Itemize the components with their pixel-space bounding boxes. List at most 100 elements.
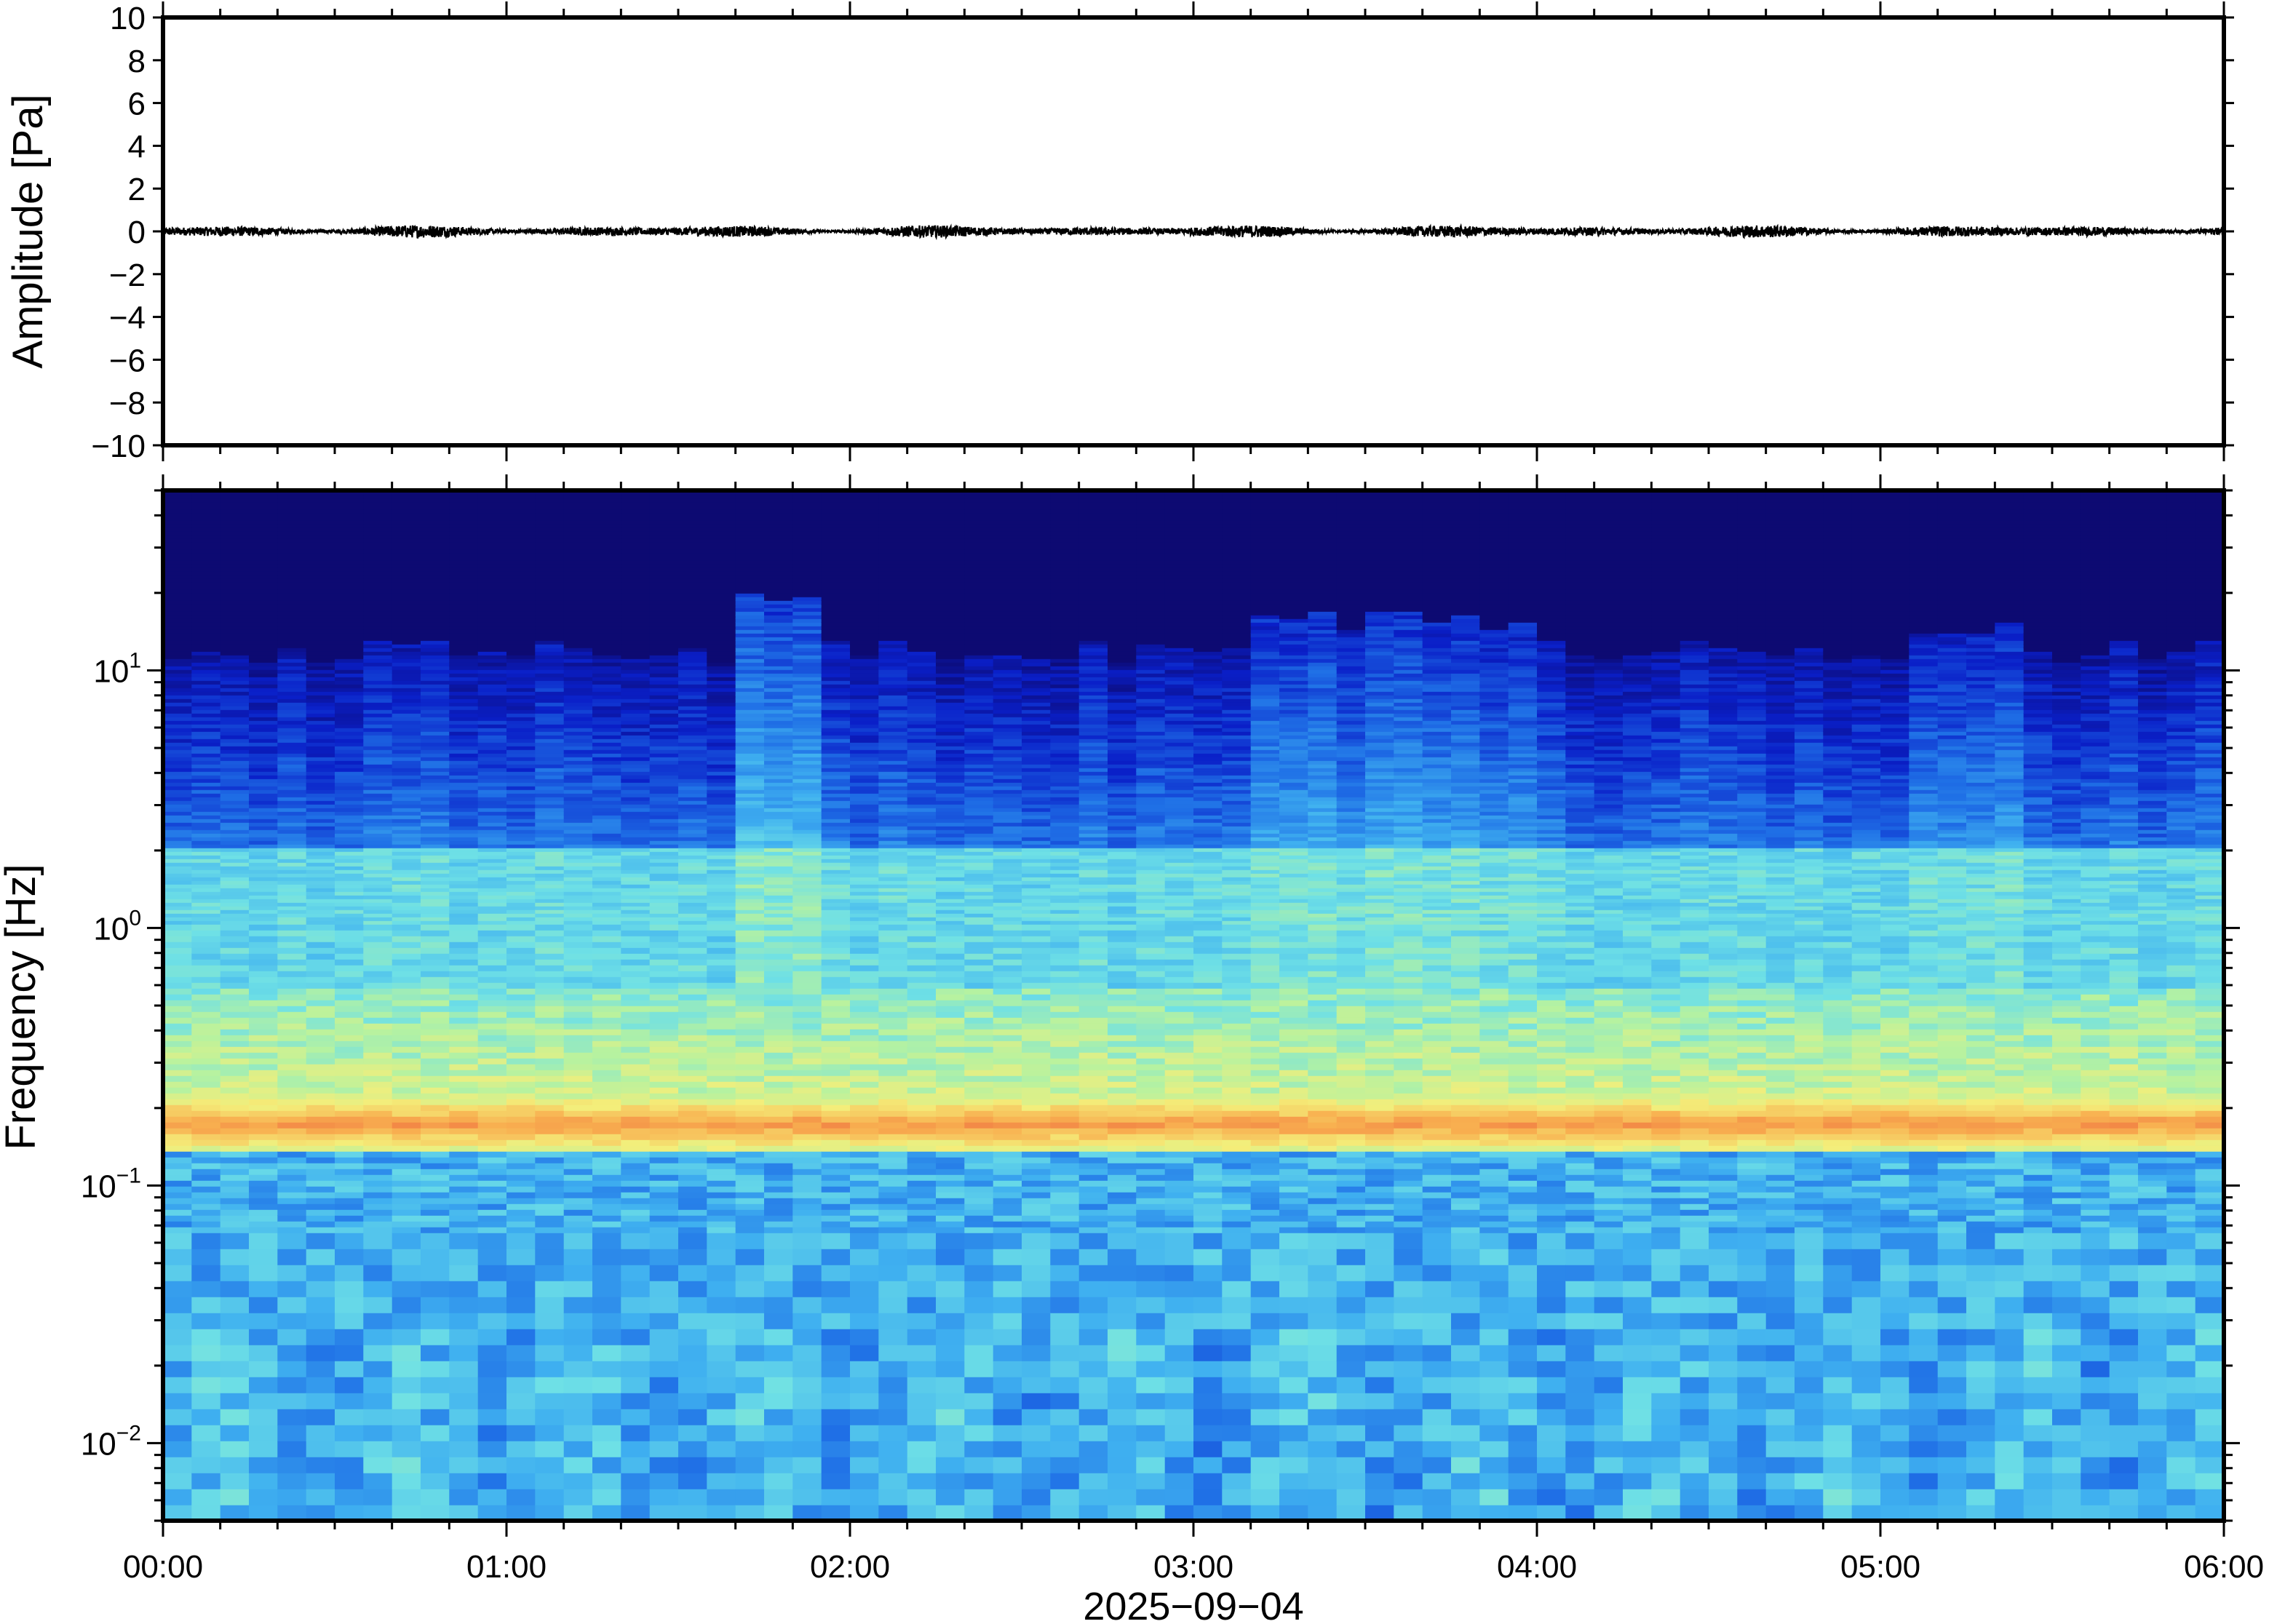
spectrogram-cell <box>707 1104 736 1111</box>
spectrogram-cell <box>506 1075 536 1082</box>
spectrogram-cell <box>191 520 221 525</box>
spectrogram-cell <box>392 800 421 805</box>
spectrogram-cell <box>707 771 736 776</box>
spectrogram-cell <box>678 1046 708 1053</box>
spectrogram-cell <box>249 680 279 685</box>
spectrogram-cell <box>277 1116 307 1123</box>
spectrogram-cell <box>735 1505 765 1521</box>
spectrogram-cell <box>735 688 765 692</box>
spectrogram-cell <box>621 535 651 539</box>
spectrogram-cell <box>878 877 908 881</box>
spectrogram-cell <box>249 826 279 830</box>
spectrogram-cell <box>764 1006 794 1012</box>
spectrogram-cell <box>821 502 851 506</box>
spectrogram-cell <box>421 764 450 768</box>
spectrogram-cell <box>506 549 536 554</box>
spectrogram-cell <box>506 1169 536 1175</box>
spectrogram-cell <box>792 888 822 892</box>
spectrogram-cell <box>821 688 851 692</box>
spectrogram-cell <box>678 658 708 663</box>
spectrogram-cell <box>220 1017 250 1024</box>
spectrogram-cell <box>621 662 651 666</box>
spectrogram-cell <box>220 1006 250 1012</box>
spectrogram-cell <box>335 859 365 863</box>
spectrogram-cell <box>821 717 851 721</box>
spectrogram-cell <box>220 953 250 960</box>
spectrogram-cell <box>506 691 536 696</box>
spectrogram-cell <box>220 1249 250 1265</box>
spectrogram-cell <box>306 706 335 710</box>
spectrogram-cell <box>363 1099 393 1105</box>
spectrogram-cell <box>649 618 679 623</box>
spectrogram-cell <box>792 757 822 761</box>
spectrogram-cell <box>821 538 851 543</box>
spectrogram-cell <box>220 947 250 954</box>
spectrogram-cell <box>649 884 679 888</box>
spectrogram-cell <box>306 994 335 1000</box>
spectrogram-cell <box>477 637 507 641</box>
spectrogram-cell <box>249 564 279 568</box>
spectrogram-cell <box>306 819 335 823</box>
spectrogram-cell <box>392 1361 421 1377</box>
spectrogram-cell <box>477 491 507 495</box>
spectrogram-cell <box>506 1297 536 1313</box>
spectrogram-cell <box>792 673 822 677</box>
spectrogram-cell <box>392 582 421 586</box>
spectrogram-cell <box>506 1473 536 1489</box>
spectrogram-cell <box>449 1070 479 1076</box>
spectrogram-cell <box>363 615 393 619</box>
spectrogram-cell <box>277 731 307 736</box>
spectrogram-cell <box>678 502 708 506</box>
spectrogram-cell <box>477 1104 507 1111</box>
spectrogram-cell <box>277 764 307 768</box>
spectrogram-cell <box>477 542 507 546</box>
spectrogram-cell <box>649 568 679 572</box>
spectrogram-cell <box>220 1192 250 1198</box>
spectrogram-cell <box>277 859 307 863</box>
spectrogram-cell <box>621 753 651 757</box>
spectrogram-cell <box>506 513 536 517</box>
spectrogram-cell <box>678 586 708 590</box>
spectrogram-cell <box>563 1281 593 1297</box>
spectrogram-cell <box>249 1157 279 1163</box>
spectrogram-cell <box>277 1052 307 1059</box>
spectrogram-cell <box>792 695 822 699</box>
spectrogram-cell <box>249 855 279 859</box>
spectrogram-cell <box>335 902 365 907</box>
spectrogram-cell <box>764 1011 794 1018</box>
spectrogram-cell <box>306 965 335 971</box>
spectrogram-cell <box>249 844 279 848</box>
spectrogram-cell <box>477 604 507 608</box>
spectrogram-cell <box>191 760 221 765</box>
spectrogram-cell <box>163 655 193 659</box>
spectrogram-cell <box>792 680 822 685</box>
spectrogram-cell <box>421 1489 450 1505</box>
spectrogram-cell <box>191 684 221 688</box>
spectrogram-cell <box>449 608 479 612</box>
spectrogram-cell <box>392 844 421 848</box>
spectrogram-cell <box>191 538 221 543</box>
spectrogram-cell <box>421 822 450 827</box>
spectrogram-cell <box>649 877 679 881</box>
spectrogram-cell <box>449 1169 479 1175</box>
spectrogram-cell <box>735 531 765 536</box>
spectrogram-cell <box>249 779 279 783</box>
spectrogram-cell <box>249 1215 279 1222</box>
spectrogram-cell <box>277 644 307 648</box>
spectrogram-cell <box>392 760 421 765</box>
spectrogram-cell <box>477 648 507 652</box>
spectrogram-cell <box>878 829 908 834</box>
spectrogram-cell <box>392 695 421 699</box>
spectrogram-cell <box>363 684 393 688</box>
spectrogram-cell <box>306 1345 335 1361</box>
spectrogram-cell <box>707 840 736 845</box>
spectrogram-cell <box>335 822 365 827</box>
spectrogram-cell <box>335 546 365 550</box>
spectrogram-cell <box>735 695 765 699</box>
spectrogram-cell <box>821 568 851 572</box>
spectrogram-cell <box>764 498 794 503</box>
spectrogram-cell <box>563 1265 593 1281</box>
spectrogram-cell <box>878 895 908 899</box>
spectrogram-cell <box>649 600 679 605</box>
spectrogram-cell <box>678 1139 708 1146</box>
